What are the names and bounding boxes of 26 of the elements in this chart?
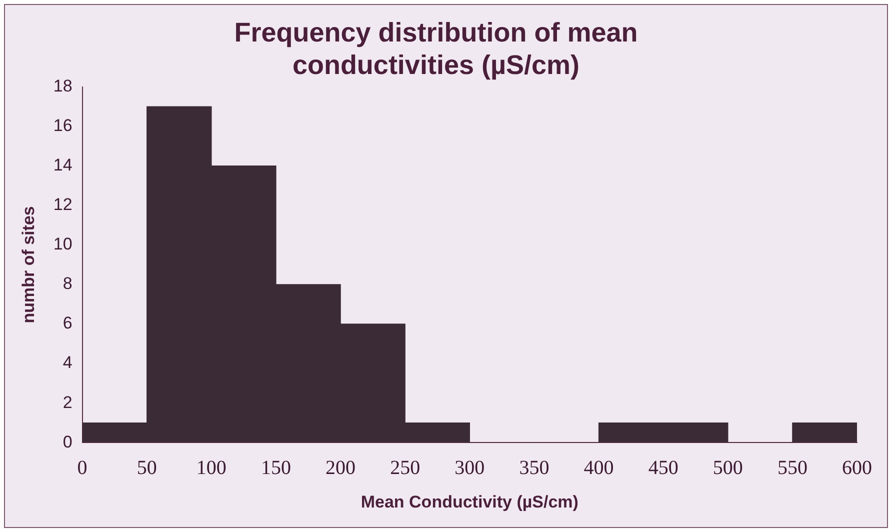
x-axis-title: Mean Conductivity (µS/cm): [360, 492, 578, 512]
x-tick-label: 600: [842, 456, 872, 479]
y-tick-label: 14: [53, 156, 72, 175]
x-tick-label: 550: [777, 456, 808, 479]
y-tick-label: 12: [53, 195, 72, 214]
x-tick-label: 150: [260, 456, 291, 479]
x-tick-label: 300: [454, 456, 485, 479]
x-tick-label: 450: [648, 456, 678, 479]
chart-title: Frequency distribution of mean conductivities (µS/cm): [234, 18, 638, 80]
y-tick-label: 8: [62, 274, 72, 294]
x-tick-label: 350: [519, 456, 550, 479]
y-tick-label: 16: [53, 116, 72, 136]
y-tick-label: 4: [62, 353, 72, 372]
y-tick-label: 2: [62, 392, 72, 412]
y-tick-label: 18: [53, 76, 72, 96]
x-tick-label: 50: [136, 456, 157, 479]
x-tick-label: 250: [390, 456, 420, 479]
y-tick-label: 0: [62, 432, 72, 452]
x-tick-label: 200: [326, 456, 356, 479]
x-tick-label: 100: [196, 456, 226, 479]
y-axis-title: numbr of sites: [18, 206, 38, 324]
x-tick-label: 0: [77, 456, 88, 479]
y-tick-label: 6: [62, 314, 72, 333]
y-tick-label: 10: [53, 234, 72, 254]
x-tick-label: 400: [584, 456, 614, 479]
x-tick-label: 500: [712, 456, 743, 479]
